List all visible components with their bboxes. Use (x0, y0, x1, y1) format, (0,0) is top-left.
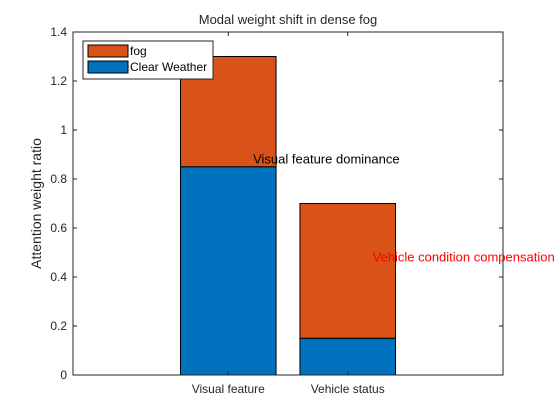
x-tick-label: Vehicle status (311, 382, 385, 396)
y-tick-label: 1.4 (50, 25, 67, 39)
x-ticks: Visual feature Vehicle status (192, 32, 385, 396)
axes-box (72, 31, 504, 376)
legend-label: fog (130, 44, 147, 58)
plot-area: 0 0.2 0.4 0.6 0.8 1 1.2 1.4 Visual feature Vehic… (50, 25, 554, 396)
annotations-group: Visual feature dominance Vehicle conditio… (253, 151, 555, 264)
y-tick-label: 1.2 (50, 74, 67, 88)
y-tick-label: 0.2 (50, 319, 67, 333)
chart-title: Modal weight shift in dense fog (199, 12, 378, 27)
y-tick-label: 0.4 (50, 270, 67, 284)
legend-label: Clear Weather (130, 60, 207, 74)
bar-vehicle-status-fog (299, 203, 397, 339)
y-ticks: 0 0.2 0.4 0.6 0.8 1 1.2 1.4 (50, 25, 503, 382)
bar-vehicle-status-clear-weather (299, 337, 397, 376)
legend-swatch (87, 60, 129, 74)
y-tick-label: 0.8 (50, 172, 67, 186)
bar-visual-feature-clear-weather (180, 166, 277, 376)
y-tick-label: 1 (60, 123, 67, 137)
annotation-text: Visual feature dominance (253, 151, 399, 166)
y-tick-label: 0.6 (50, 221, 67, 235)
y-axis-label: Attention weight ratio (28, 138, 44, 269)
annotation-text: Vehicle condition compensation (373, 249, 555, 264)
y-tick-label: 0 (60, 368, 67, 382)
x-tick-label: Visual feature (192, 382, 265, 396)
axes-background (73, 32, 503, 375)
legend-swatch (87, 44, 129, 58)
legend: fog Clear Weather (82, 40, 214, 80)
